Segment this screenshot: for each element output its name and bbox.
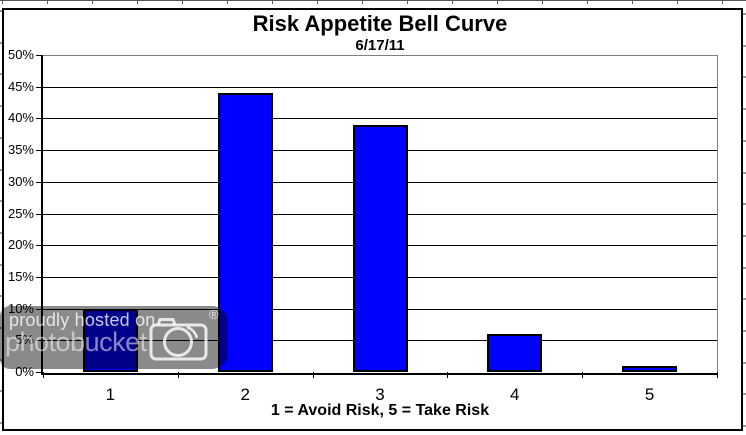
y-tick-label: 40% — [7, 110, 34, 126]
ruler-tick-right — [743, 234, 746, 237]
chart-subtitle: 6/17/11 — [355, 37, 405, 54]
registered-trademark-icon: ® — [209, 307, 219, 322]
ruler-tick-right — [743, 361, 746, 364]
ruler-tick-top — [722, 0, 723, 4]
ruler-tick-top — [677, 0, 678, 4]
ruler-tick-right — [743, 108, 746, 111]
x-tick-mark — [582, 372, 584, 378]
ruler-tick-top — [632, 0, 633, 4]
x-tick-mark — [447, 372, 449, 378]
y-tick-label: 10% — [7, 300, 34, 316]
ruler-tick-top — [227, 0, 228, 4]
x-tick-label: 4 — [510, 385, 520, 404]
y-tick-label: 0% — [15, 364, 34, 379]
y-tick-mark — [36, 55, 43, 56]
ruler-tick-left — [0, 231, 3, 234]
y-tick-mark — [36, 150, 43, 152]
bar-1 — [82, 308, 138, 372]
ruler-tick-left — [0, 295, 3, 298]
y-tick-mark — [36, 276, 43, 278]
y-tick-mark — [36, 118, 43, 120]
ruler-tick-right — [743, 13, 746, 15]
y-tick-label: 15% — [7, 268, 34, 284]
ruler-tick-top — [47, 0, 48, 4]
bar-3 — [352, 124, 408, 372]
photobucket-logo-text: photobucket — [5, 327, 147, 357]
ruler-tick-top — [542, 0, 543, 4]
y-tick-mark — [36, 308, 43, 310]
ruler-tick-left — [0, 327, 3, 329]
x-axis-title: 1 = Avoid Risk, 5 = Take Risk — [270, 402, 490, 419]
ruler-tick-right — [743, 425, 746, 428]
x-tick-label: 1 — [105, 385, 116, 404]
ruler-tick-top — [587, 0, 588, 4]
gridline — [43, 86, 717, 88]
x-tick-mark — [717, 372, 718, 378]
y-tick-mark — [36, 340, 43, 342]
ruler-tick-top — [317, 0, 318, 4]
photobucket-watermark: proudly hosted on photobucket ® — [0, 306, 228, 369]
x-tick-label: 2 — [240, 385, 250, 404]
x-tick-mark — [43, 372, 44, 378]
ruler-tick-top — [182, 0, 183, 4]
ruler-tick-top — [137, 0, 138, 4]
ruler-tick-left — [0, 136, 3, 139]
ruler-tick-left — [0, 200, 3, 203]
ruler-tick-right — [743, 203, 746, 206]
ruler-tick-right — [743, 76, 746, 79]
ruler-tick-right — [743, 171, 746, 174]
ruler-tick-left — [0, 390, 3, 393]
ruler-tick-right — [743, 393, 746, 396]
y-tick-label: 35% — [7, 142, 34, 158]
y-tick-label: 50% — [7, 47, 34, 62]
chart-title: Risk Appetite Bell Curve — [252, 11, 508, 36]
y-tick-label: 25% — [7, 205, 34, 221]
y-tick-label: 20% — [7, 237, 34, 253]
ruler-tick-left — [0, 105, 3, 108]
y-tick-mark — [36, 245, 43, 247]
ruler-tick-top — [92, 0, 93, 4]
ruler-tick-right — [743, 266, 746, 269]
watermark-tagline: proudly hosted on — [9, 310, 156, 330]
y-tick-mark — [36, 181, 43, 183]
ruler-tick-left — [0, 10, 3, 12]
y-tick-mark — [36, 213, 43, 215]
x-tick-mark — [312, 372, 314, 378]
gridline — [43, 118, 717, 120]
bar-4 — [487, 333, 543, 372]
x-tick-label: 3 — [375, 385, 385, 404]
x-tick-label: 5 — [644, 385, 655, 404]
top-edge-rule — [0, 0, 746, 1]
ruler-tick-top — [362, 0, 363, 4]
ruler-tick-top — [2, 0, 3, 4]
camera-icon — [149, 318, 208, 361]
y-tick-label: 45% — [7, 78, 34, 94]
ruler-tick-right — [743, 330, 746, 332]
y-tick-label: 30% — [7, 173, 34, 189]
ruler-tick-right — [743, 139, 746, 142]
bar-2 — [217, 93, 273, 372]
ruler-tick-left — [0, 168, 3, 171]
ruler-tick-left — [0, 73, 3, 76]
x-tick-mark — [177, 372, 179, 378]
ruler-tick-left — [0, 358, 3, 361]
y-tick-label: 5% — [15, 332, 34, 348]
ruler-tick-top — [272, 0, 273, 4]
ruler-tick-left — [0, 263, 3, 266]
ruler-tick-right — [743, 298, 746, 301]
ruler-tick-top — [497, 0, 498, 4]
ruler-tick-top — [407, 0, 408, 4]
bar-5 — [622, 365, 678, 372]
ruler-tick-right — [743, 44, 746, 47]
y-tick-mark — [36, 86, 43, 88]
ruler-tick-left — [0, 422, 3, 425]
ruler-tick-top — [452, 0, 453, 4]
ruler-tick-left — [0, 41, 3, 44]
y-tick-mark — [36, 372, 43, 373]
